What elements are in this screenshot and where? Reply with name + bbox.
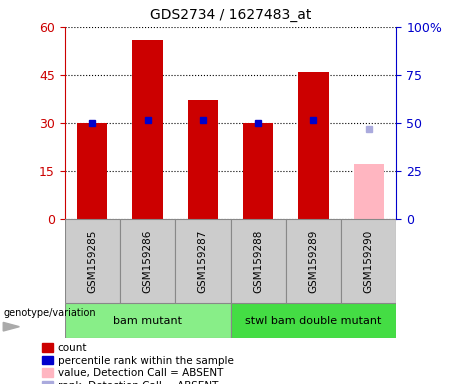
Text: bam mutant: bam mutant [113, 316, 182, 326]
Text: stwl bam double mutant: stwl bam double mutant [245, 316, 382, 326]
Bar [243, 123, 273, 219]
FancyBboxPatch shape [120, 219, 175, 303]
Text: GSM159286: GSM159286 [142, 229, 153, 293]
Text: GSM159288: GSM159288 [253, 229, 263, 293]
Bar [354, 164, 384, 219]
Bar [77, 123, 107, 219]
FancyBboxPatch shape [65, 219, 120, 303]
FancyBboxPatch shape [341, 219, 396, 303]
FancyBboxPatch shape [175, 219, 230, 303]
FancyBboxPatch shape [286, 219, 341, 303]
FancyBboxPatch shape [230, 219, 286, 303]
Text: GSM159289: GSM159289 [308, 229, 319, 293]
FancyBboxPatch shape [230, 303, 396, 338]
Title: GDS2734 / 1627483_at: GDS2734 / 1627483_at [150, 8, 311, 22]
Text: GSM159285: GSM159285 [87, 229, 97, 293]
Bar [132, 40, 163, 219]
Bar [188, 101, 218, 219]
Bar [298, 72, 329, 219]
Text: GSM159290: GSM159290 [364, 230, 374, 293]
Text: GSM159287: GSM159287 [198, 229, 208, 293]
Legend: count, percentile rank within the sample, value, Detection Call = ABSENT, rank, : count, percentile rank within the sample… [42, 343, 234, 384]
Text: genotype/variation: genotype/variation [3, 308, 96, 318]
Polygon shape [3, 323, 19, 331]
FancyBboxPatch shape [65, 303, 230, 338]
